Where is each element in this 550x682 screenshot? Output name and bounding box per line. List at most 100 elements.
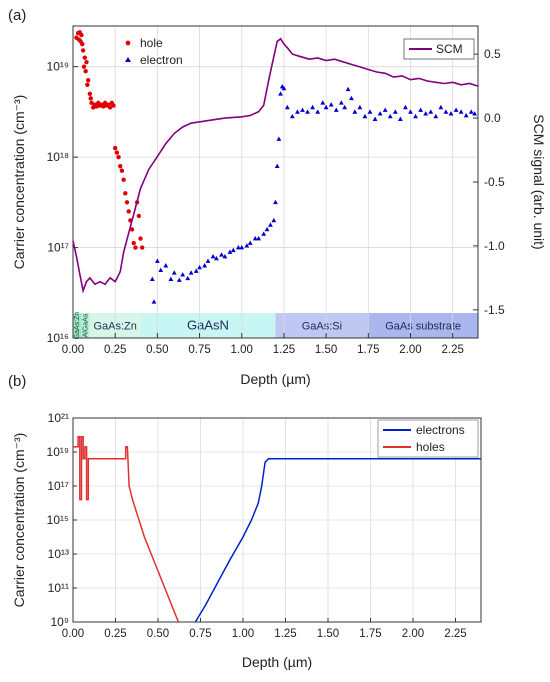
- y-tick-label-b-2: 10¹⁷: [47, 479, 69, 493]
- point-hole-46: [139, 245, 145, 250]
- point-electron-14: [205, 258, 211, 263]
- x-axis-label-a: Depth (µm): [240, 371, 310, 387]
- point-hole-10: [83, 69, 88, 74]
- point-hole-8: [81, 64, 87, 69]
- point-hole-29: [111, 103, 116, 108]
- x-tick-label-a-3: 0.75: [188, 344, 210, 356]
- point-electron-4: [163, 263, 169, 268]
- x-tick-label-b-3: 0.75: [189, 628, 211, 640]
- legend-a-left: hole electron: [125, 36, 183, 67]
- point-electron-19: [227, 249, 233, 254]
- point-electron-16: [214, 255, 219, 261]
- point-hole-37: [124, 200, 130, 205]
- point-hole-44: [136, 213, 142, 219]
- point-electron-66: [423, 111, 429, 116]
- point-electron-18: [222, 254, 228, 259]
- point-electron-50: [345, 86, 351, 92]
- point-electron-52: [352, 109, 358, 114]
- point-hole-16: [89, 100, 94, 106]
- point-electron-10: [188, 270, 194, 275]
- x-tick-label-a-5: 1.25: [273, 344, 295, 356]
- point-electron-11: [193, 268, 199, 273]
- x-tick-label-b-8: 2.00: [402, 628, 424, 640]
- series-line-holes: [73, 435, 180, 623]
- point-electron-34: [278, 91, 283, 96]
- layer-label-0: GaAs:Zn: [74, 312, 81, 340]
- point-electron-32: [274, 163, 280, 168]
- point-hole-13: [85, 78, 91, 83]
- y-axis-label-a: Carrier concentration (cm⁻³): [11, 95, 27, 270]
- point-electron-62: [403, 104, 408, 110]
- point-hole-7: [80, 48, 86, 53]
- point-electron-56: [372, 116, 378, 121]
- point-electron-30: [271, 217, 277, 223]
- point-electron-26: [256, 235, 262, 241]
- point-electron-49: [342, 104, 348, 110]
- point-hole-30: [112, 145, 118, 151]
- point-hole-12: [85, 82, 90, 87]
- panel-label-a: (a): [8, 7, 26, 24]
- point-hole-5: [79, 32, 84, 38]
- point-electron-24: [247, 240, 253, 245]
- panel-label-b: (b): [8, 373, 26, 390]
- point-electron-38: [289, 113, 295, 119]
- point-hole-19: [94, 104, 99, 109]
- point-hole-33: [118, 163, 123, 169]
- y-tick-label-b-6: 10⁹: [51, 615, 70, 629]
- point-hole-14: [87, 91, 93, 97]
- point-electron-46: [328, 102, 334, 107]
- legend-label-hole: hole: [140, 36, 163, 50]
- point-electron-25: [252, 235, 258, 241]
- point-hole-31: [114, 150, 120, 155]
- y-tick-label-b-0: 10²¹: [48, 411, 69, 425]
- legend-b: electrons holes: [377, 419, 479, 458]
- series-line-scm: [72, 37, 479, 294]
- point-electron-70: [443, 109, 449, 114]
- layer-band-1: [81, 313, 90, 338]
- point-electron-63: [408, 109, 413, 114]
- x-tick-label-b-7: 1.75: [359, 628, 381, 640]
- point-electron-64: [413, 113, 418, 119]
- point-electron-43: [315, 109, 321, 114]
- point-electron-9: [185, 275, 191, 281]
- y-tick-label-b-4: 10¹³: [48, 547, 69, 561]
- x-tick-label-a-7: 1.75: [357, 344, 379, 356]
- point-electron-68: [433, 113, 439, 119]
- point-electron-7: [176, 277, 182, 282]
- point-electron-57: [377, 111, 383, 116]
- x-axis-label-b: Depth (µm): [242, 654, 312, 670]
- point-electron-45: [323, 104, 329, 110]
- point-electron-13: [202, 263, 208, 268]
- legend-a-right: SCM: [403, 38, 475, 60]
- point-electron-65: [418, 107, 424, 112]
- point-hole-27: [107, 105, 113, 110]
- legend-box-b: [377, 419, 479, 458]
- legend-marker-hole: [125, 40, 131, 46]
- point-electron-73: [458, 109, 464, 114]
- layer-band-0: [73, 313, 82, 338]
- point-electron-22: [239, 244, 245, 250]
- point-electron-48: [338, 100, 344, 105]
- point-electron-1: [151, 299, 157, 304]
- point-electron-29: [268, 222, 273, 227]
- y-right-tick-label-a-3: -1.0: [484, 239, 505, 253]
- point-electron-76: [472, 111, 478, 116]
- point-hole-11: [84, 59, 89, 65]
- point-electron-40: [300, 107, 305, 112]
- point-hole-23: [101, 104, 106, 109]
- point-electron-0: [149, 276, 155, 282]
- point-electron-12: [197, 264, 202, 270]
- point-hole-45: [138, 236, 143, 241]
- point-electron-8: [180, 272, 186, 277]
- point-electron-37: [284, 104, 290, 110]
- y-axis-label-b: Carrier concentration (cm⁻³): [11, 433, 27, 608]
- x-tick-label-a-0: 0.00: [62, 344, 84, 356]
- point-electron-61: [397, 116, 403, 121]
- x-tick-label-a-1: 0.25: [104, 344, 126, 356]
- x-tick-label-a-8: 2.00: [399, 344, 421, 356]
- point-electron-31: [273, 199, 278, 205]
- point-hole-42: [133, 245, 138, 250]
- point-hole-35: [121, 177, 126, 182]
- point-hole-41: [131, 240, 136, 246]
